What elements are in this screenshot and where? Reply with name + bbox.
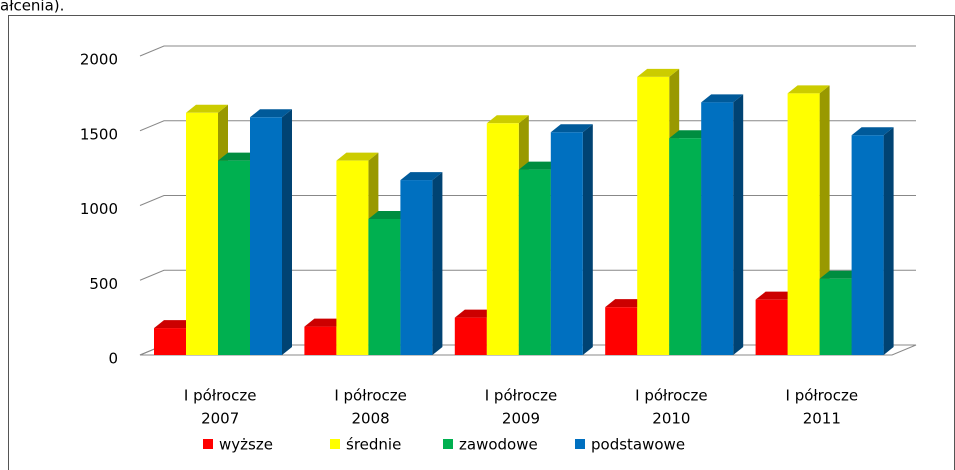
bar-front: [819, 278, 852, 355]
bar-front: [755, 299, 788, 355]
bar-top: [218, 152, 260, 161]
bar-front: [368, 218, 401, 355]
bar-top: [787, 85, 830, 94]
bar-side: [733, 94, 744, 355]
bar-front: [336, 160, 369, 355]
y-tick-label: 1500: [80, 125, 118, 143]
bar-front: [669, 138, 702, 355]
caption: ałcenia).: [0, 0, 64, 15]
bar-side: [282, 109, 292, 355]
x-tick-label: 2010: [652, 410, 690, 428]
bar-top: [605, 299, 648, 308]
bar-front: [486, 123, 519, 356]
bar-top: [250, 109, 292, 118]
bar-front: [218, 160, 250, 355]
x-tick-label: I półrocze: [786, 387, 859, 405]
legend-swatch: [203, 439, 213, 449]
bar-top: [304, 318, 347, 327]
grid-line: [139, 45, 916, 57]
bar-top: [819, 270, 862, 279]
y-tick-label: 2000: [80, 51, 118, 69]
bar-top: [701, 94, 744, 103]
bar-top: [400, 172, 443, 181]
bar-front: [186, 112, 218, 355]
legend-swatch: [575, 439, 585, 449]
bar-front: [851, 135, 884, 355]
x-tick-label: 2007: [201, 410, 239, 428]
bar-side: [883, 127, 894, 355]
legend-swatch: [443, 439, 453, 449]
x-tick-label: I półrocze: [485, 387, 558, 405]
y-tick-label: 500: [89, 275, 118, 293]
y-tick-label: 1000: [80, 200, 118, 218]
legend-label: wyższe: [219, 436, 273, 454]
bar-top: [186, 104, 228, 113]
legend-label: zawodowe: [459, 436, 538, 454]
bar-side: [432, 172, 443, 355]
bar-front: [518, 169, 551, 355]
bar-top: [669, 130, 712, 139]
y-tick-label: 0: [108, 350, 118, 368]
bar-top: [637, 68, 680, 77]
bar-front: [701, 102, 734, 355]
bar-front: [304, 326, 337, 355]
bar: [250, 109, 292, 355]
bar-front: [605, 307, 638, 355]
bar-front: [154, 328, 186, 355]
bar-front: [250, 117, 282, 355]
bar-top: [486, 115, 529, 124]
legend-label: średnie: [346, 436, 401, 454]
bar: [851, 127, 894, 355]
bar-front: [400, 180, 433, 355]
x-tick-label: I półrocze: [635, 387, 708, 405]
x-tick-label: I półrocze: [334, 387, 407, 405]
bar-top: [368, 210, 411, 219]
bar-top: [518, 161, 561, 170]
bar: [701, 94, 744, 355]
bar-top: [550, 124, 593, 133]
x-tick-label: 2011: [803, 410, 841, 428]
bar-front: [787, 93, 820, 355]
x-tick-label: 2009: [502, 410, 540, 428]
bar-top: [154, 320, 196, 329]
bar-side: [582, 124, 593, 356]
bar-front: [637, 76, 670, 356]
x-tick-label: 2008: [352, 410, 390, 428]
x-tick-label: I półrocze: [184, 387, 257, 405]
bar-front: [454, 317, 487, 355]
bar-top: [755, 291, 798, 300]
bar: [400, 172, 443, 355]
legend-label: podstawowe: [591, 436, 685, 454]
bar-top: [851, 127, 894, 136]
legend-swatch: [330, 439, 340, 449]
bar: [550, 124, 593, 356]
bar-front: [550, 132, 583, 355]
bar-top: [454, 309, 497, 318]
bar-top: [336, 152, 379, 161]
